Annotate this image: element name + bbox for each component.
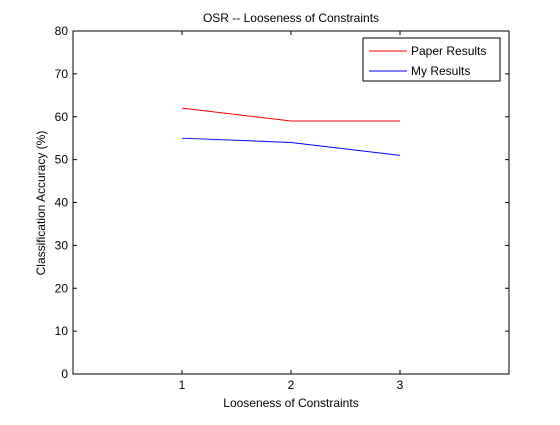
y-tick-label: 50 — [55, 153, 69, 167]
y-tick-label: 40 — [55, 196, 69, 210]
y-axis-label: Classification Accuracy (%) — [34, 131, 48, 276]
y-tick-label: 80 — [55, 24, 69, 38]
x-tick-label: 3 — [397, 378, 404, 392]
y-tick-label: 30 — [55, 238, 69, 252]
y-tick-label: 10 — [55, 324, 69, 338]
y-tick-label: 70 — [55, 67, 69, 81]
y-tick-label: 0 — [61, 367, 68, 381]
x-tick-label: 2 — [288, 378, 295, 392]
x-tick-label: 1 — [179, 378, 186, 392]
chart-title: OSR -- Looseness of Constraints — [203, 11, 379, 25]
y-tick-label: 20 — [55, 281, 69, 295]
legend-label: My Results — [411, 64, 470, 78]
y-tick-label: 60 — [55, 110, 69, 124]
legend: Paper Results My Results — [363, 38, 500, 81]
legend-label: Paper Results — [411, 44, 486, 58]
plot-area-background — [73, 31, 509, 374]
x-axis-label: Looseness of Constraints — [223, 396, 358, 410]
